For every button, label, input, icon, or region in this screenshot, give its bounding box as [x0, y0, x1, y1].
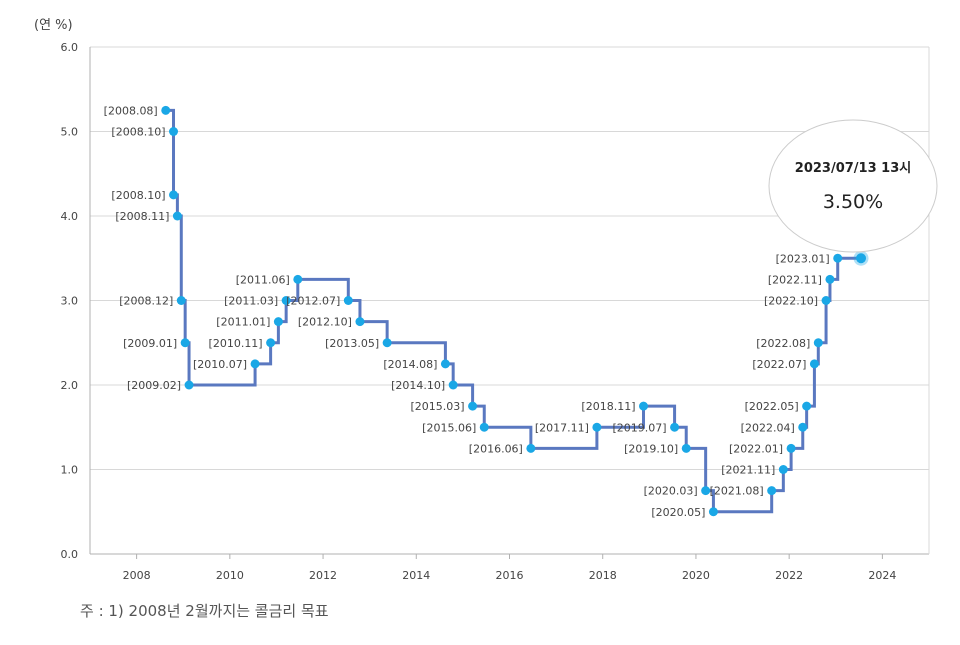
- data-label: [2010.11]: [209, 337, 263, 350]
- data-label: [2022.10]: [764, 295, 818, 308]
- data-label: [2014.08]: [383, 358, 437, 371]
- data-point: [833, 253, 843, 263]
- data-point: [180, 338, 190, 348]
- data-label: [2016.06]: [469, 442, 523, 455]
- x-tick-label: 2010: [216, 569, 244, 582]
- data-label: [2022.05]: [745, 400, 799, 413]
- footnote: 주 : 1) 2008년 2월까지는 콜금리 목표: [80, 602, 329, 620]
- tooltip-value: 3.50%: [823, 191, 883, 213]
- data-point: [821, 296, 831, 305]
- data-label: [2023.01]: [776, 252, 830, 265]
- data-point: [343, 296, 353, 305]
- data-label: [2008.12]: [119, 295, 173, 308]
- data-point: [273, 317, 283, 327]
- data-label: [2014.10]: [391, 379, 445, 392]
- data-label: [2021.08]: [710, 485, 764, 498]
- data-point: [176, 296, 186, 305]
- data-point: [798, 422, 808, 432]
- data-point: [809, 359, 819, 369]
- data-point: [266, 338, 276, 348]
- tooltip-bubble: [768, 119, 938, 253]
- data-label: [2019.07]: [613, 421, 667, 434]
- data-point: [161, 105, 171, 115]
- x-tick-label: 2024: [868, 569, 896, 582]
- data-label: [2008.11]: [115, 210, 169, 223]
- data-point: [355, 317, 365, 327]
- data-label: [2008.10]: [111, 126, 165, 139]
- data-point: [825, 274, 835, 284]
- tooltip-title: 2023/07/13 13시: [795, 161, 911, 176]
- data-point: [639, 401, 649, 411]
- y-tick-label: 3.0: [61, 295, 79, 308]
- data-point: [767, 486, 777, 496]
- data-label: [2009.01]: [123, 337, 177, 350]
- data-label: [2012.10]: [298, 316, 352, 329]
- data-label: [2020.05]: [651, 506, 705, 519]
- data-label: [2010.07]: [193, 358, 247, 371]
- data-label: [2012.07]: [286, 295, 340, 308]
- y-tick-label: 4.0: [61, 210, 79, 223]
- data-label: [2011.01]: [216, 316, 270, 329]
- data-point: [802, 401, 812, 411]
- data-point: [172, 211, 182, 221]
- data-point: [169, 127, 179, 136]
- data-point: [856, 253, 867, 264]
- y-tick-label: 0.0: [61, 548, 79, 561]
- data-label: [2013.05]: [325, 337, 379, 350]
- y-unit-label: (연 %): [34, 18, 73, 33]
- data-point: [382, 338, 392, 348]
- data-label: [2022.11]: [768, 273, 822, 286]
- x-tick-label: 2014: [402, 569, 430, 582]
- data-point: [701, 486, 711, 496]
- data-point: [778, 465, 788, 474]
- data-point: [448, 380, 458, 390]
- x-tick-label: 2020: [682, 569, 710, 582]
- data-label: [2020.03]: [644, 485, 698, 498]
- x-tick-label: 2016: [496, 569, 524, 582]
- data-label: [2018.11]: [581, 400, 635, 413]
- data-label: [2015.03]: [411, 400, 465, 413]
- data-point: [184, 380, 194, 390]
- data-label: [2022.08]: [756, 337, 810, 350]
- y-tick-label: 5.0: [61, 126, 79, 139]
- data-label: [2008.08]: [104, 104, 158, 117]
- x-tick-label: 2022: [775, 569, 803, 582]
- data-label: [2015.06]: [422, 421, 476, 434]
- data-point: [468, 401, 478, 411]
- data-label: [2009.02]: [127, 379, 181, 392]
- data-label: [2019.10]: [624, 442, 678, 455]
- data-point: [786, 443, 796, 453]
- data-label: [2022.04]: [741, 421, 795, 434]
- data-label: [2011.06]: [236, 273, 290, 286]
- x-tick-label: 2008: [123, 569, 151, 582]
- data-point: [479, 422, 489, 432]
- data-point: [681, 443, 691, 453]
- x-tick-label: 2018: [589, 569, 617, 582]
- y-tick-label: 6.0: [61, 41, 79, 54]
- data-label: [2022.07]: [752, 358, 806, 371]
- data-point: [281, 296, 291, 305]
- data-label: [2008.10]: [111, 189, 165, 202]
- y-tick-label: 1.0: [61, 464, 79, 477]
- data-point: [250, 359, 260, 369]
- data-label: [2022.01]: [729, 442, 783, 455]
- data-point: [169, 190, 179, 200]
- x-tick-label: 2012: [309, 569, 337, 582]
- data-label: [2011.03]: [224, 295, 278, 308]
- data-point: [526, 443, 536, 453]
- data-point: [670, 422, 680, 432]
- data-point: [708, 507, 718, 517]
- y-tick-label: 2.0: [61, 379, 79, 392]
- data-point: [293, 274, 303, 284]
- data-label: [2021.11]: [721, 464, 775, 477]
- data-label: [2017.11]: [535, 421, 589, 434]
- data-point: [813, 338, 823, 348]
- data-point: [592, 422, 602, 432]
- data-point: [440, 359, 450, 369]
